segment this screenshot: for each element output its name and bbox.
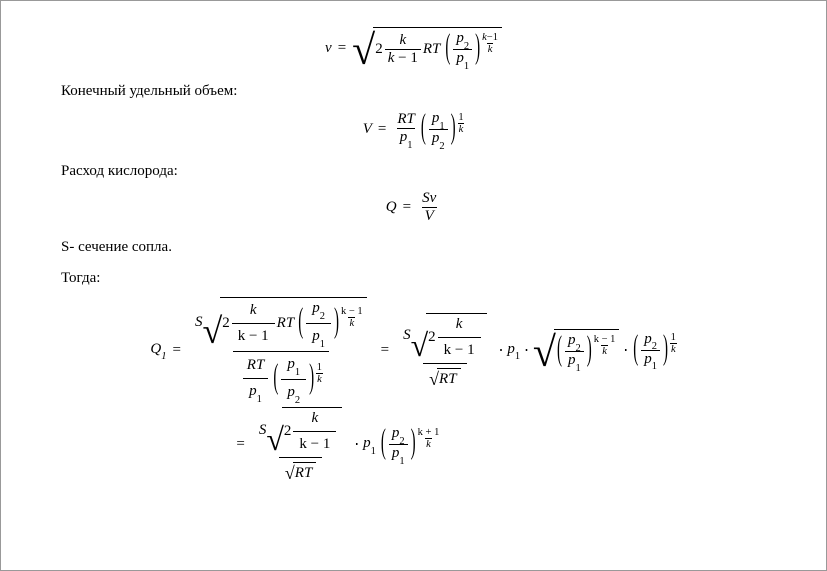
var-v: v [325, 40, 332, 57]
var-Q1: Q1 [150, 341, 166, 360]
exponent-1-k: 1 k [458, 112, 465, 135]
equation-4: Q1 = S √ 2 k k − 1 RT [61, 297, 766, 482]
frac-Sv-V: Sv V [419, 190, 439, 225]
equation-2: V = RT p1 ( p1 p2 ) 1 k [61, 110, 766, 149]
frac-RT-p1: RT p1 [394, 111, 418, 148]
var-Q: Q [386, 199, 397, 216]
rparen-icon: ) [475, 30, 480, 69]
equals-sign: = [338, 40, 346, 57]
text-oxygen-flow: Расход кислорода: [61, 163, 766, 180]
text-nozzle-section: S- сечение сопла. [61, 239, 766, 256]
radical-icon: √ [352, 30, 375, 72]
lparen-icon: ( [445, 30, 450, 69]
var-V: V [363, 121, 372, 138]
text-final-volume: Конечный удельный объем: [61, 83, 766, 100]
bigfrac-3: S √ 2 k k − 1 √ [253, 407, 349, 482]
frac-k-km1: k k − 1 [385, 32, 421, 67]
exponent-km1-k: k−1 k [482, 32, 498, 55]
frac-p1p2: p1 p2 [429, 110, 448, 149]
equation-1: v = √ 2 k k − 1 RT ( p2 p1 ) k−1 [61, 27, 766, 69]
sqrt-eq1: √ 2 k k − 1 RT ( p2 p1 ) k−1 k [352, 27, 502, 69]
bigfrac-1: S √ 2 k k − 1 RT ( [189, 297, 373, 403]
bigfrac-2: S √ 2 k k − 1 √ [397, 313, 493, 388]
frac-p2p1: p2 p1 [453, 30, 472, 69]
text-then: Тогда: [61, 270, 766, 287]
equation-3: Q = Sv V [61, 190, 766, 225]
